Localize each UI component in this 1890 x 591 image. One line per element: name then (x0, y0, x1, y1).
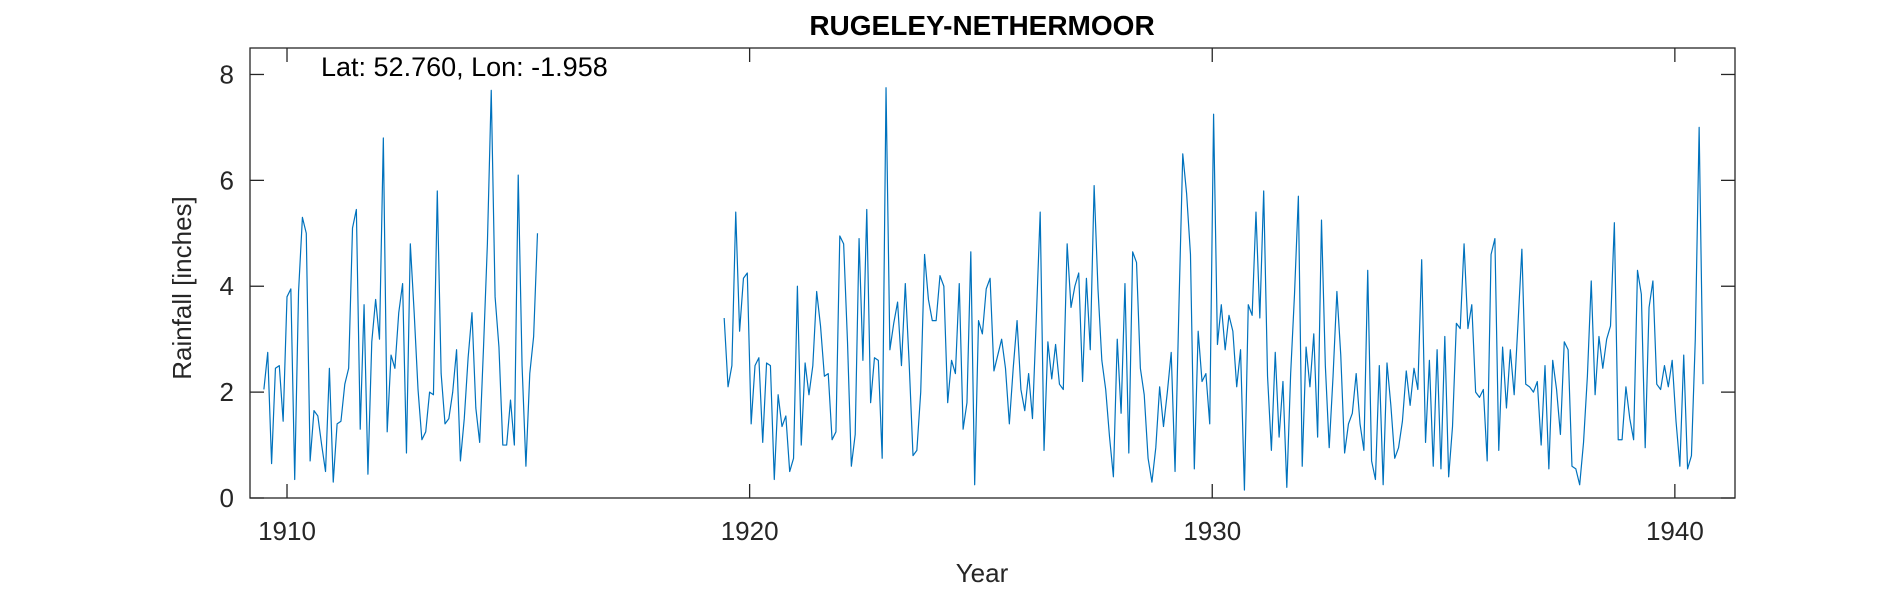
y-tick-label: 2 (220, 377, 234, 407)
x-tick-label: 1940 (1646, 516, 1704, 546)
location-annotation: Lat: 52.760, Lon: -1.958 (321, 52, 608, 82)
plot-frame (249, 47, 1736, 499)
x-tick-label: 1920 (721, 516, 779, 546)
x-tick-label: 1930 (1183, 516, 1241, 546)
x-axis-label: Year (956, 558, 1009, 588)
y-tick-label: 6 (220, 165, 234, 195)
rainfall-line-segment-2 (723, 87, 1704, 491)
series-group (263, 87, 1704, 491)
y-tick-label: 4 (220, 271, 234, 301)
y-axis-label: Rainfall [inches] (167, 196, 197, 380)
y-tick-label: 8 (220, 59, 234, 89)
x-tick-label: 1910 (258, 516, 316, 546)
chart-title: RUGELEY-NETHERMOOR (809, 10, 1154, 41)
rainfall-line-segment-1 (263, 89, 539, 483)
y-tick-label: 0 (220, 483, 234, 513)
plot-box (249, 47, 1736, 499)
axis-ticks: 0 2 4 6 8 1910 1920 1930 1940 (220, 48, 1735, 546)
